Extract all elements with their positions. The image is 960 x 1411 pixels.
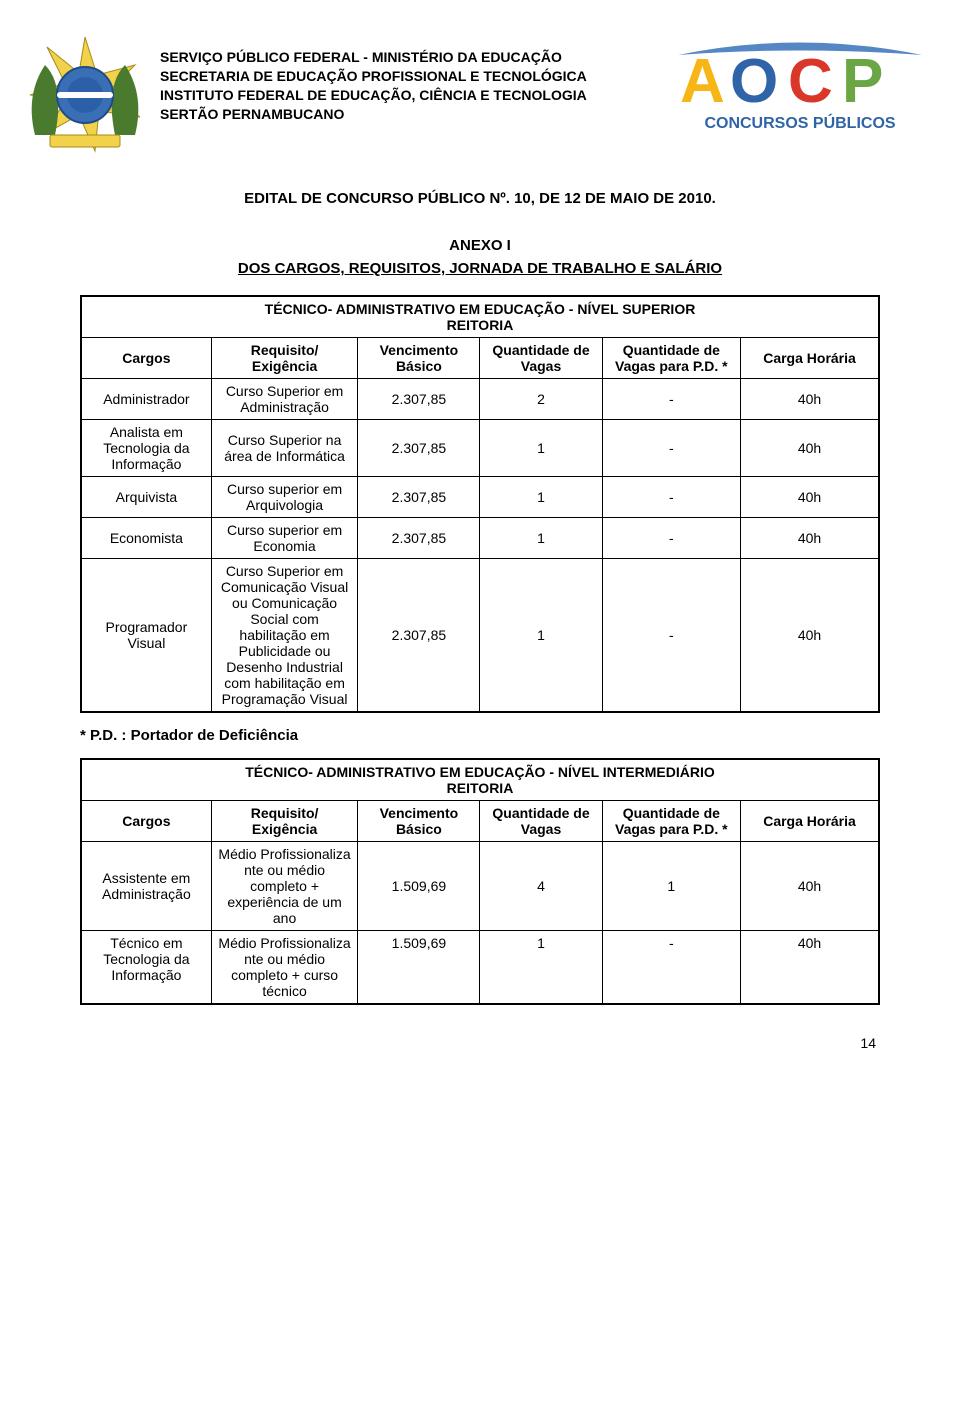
- cell-cargo: Programador Visual: [81, 559, 211, 713]
- table2-col-cargos: Cargos: [81, 801, 211, 842]
- table1-col-cargos: Cargos: [81, 338, 211, 379]
- table-row: Analista em Tecnologia da Informação Cur…: [81, 420, 879, 477]
- table-row: Economista Curso superior em Economia 2.…: [81, 518, 879, 559]
- cell-venc: 2.307,85: [358, 477, 480, 518]
- svg-text:A: A: [680, 47, 725, 116]
- cell-qv: 1: [480, 420, 602, 477]
- cell-ch: 40h: [741, 842, 879, 931]
- table-intermediario: TÉCNICO- ADMINISTRATIVO EM EDUCAÇÃO - NÍ…: [80, 758, 880, 1005]
- cell-req: Curso Superior na área de Informática: [211, 420, 358, 477]
- table1-col-qvpd: Quantidade de Vagas para P.D. *: [602, 338, 740, 379]
- cell-cargo: Economista: [81, 518, 211, 559]
- header: SERVIÇO PÚBLICO FEDERAL - MINISTÉRIO DA …: [80, 40, 880, 160]
- cell-req: Curso Superior em Comunicação Visual ou …: [211, 559, 358, 713]
- cell-req: Curso superior em Economia: [211, 518, 358, 559]
- cell-req: Médio Profissionaliza nte ou médio compl…: [211, 931, 358, 1005]
- svg-text:O: O: [730, 47, 778, 116]
- cell-req: Médio Profissionaliza nte ou médio compl…: [211, 842, 358, 931]
- cell-venc: 2.307,85: [358, 420, 480, 477]
- cell-req: Curso Superior em Administração: [211, 379, 358, 420]
- table1-title: TÉCNICO- ADMINISTRATIVO EM EDUCAÇÃO - NÍ…: [81, 296, 879, 338]
- cell-venc: 1.509,69: [358, 931, 480, 1005]
- page: SERVIÇO PÚBLICO FEDERAL - MINISTÉRIO DA …: [0, 0, 960, 1071]
- table1-col-requisito: Requisito/ Exigência: [211, 338, 358, 379]
- aocp-logo-sub: CONCURSOS PÚBLICOS: [704, 113, 895, 132]
- header-line-2: SECRETARIA DE EDUCAÇÃO PROFISSIONAL E TE…: [160, 67, 660, 86]
- cell-cargo: Analista em Tecnologia da Informação: [81, 420, 211, 477]
- cell-venc: 2.307,85: [358, 518, 480, 559]
- cell-req: Curso superior em Arquivologia: [211, 477, 358, 518]
- cell-qv: 1: [480, 559, 602, 713]
- page-number: 14: [80, 1035, 880, 1051]
- cell-venc: 1.509,69: [358, 842, 480, 931]
- cell-qvpd: -: [602, 477, 740, 518]
- table1-col-vencimento: Vencimento Básico: [358, 338, 480, 379]
- cell-qv: 1: [480, 477, 602, 518]
- cell-qvpd: -: [602, 559, 740, 713]
- table2-col-requisito: Requisito/ Exigência: [211, 801, 358, 842]
- anexo-subtitle: DOS CARGOS, REQUISITOS, JORNADA DE TRABA…: [80, 260, 880, 277]
- aocp-logo: A O C P CONCURSOS PÚBLICOS: [670, 40, 930, 155]
- cell-ch: 40h: [741, 420, 879, 477]
- table2-col-qv: Quantidade de Vagas: [480, 801, 602, 842]
- table2-title: TÉCNICO- ADMINISTRATIVO EM EDUCAÇÃO - NÍ…: [81, 759, 879, 801]
- edital-title: EDITAL DE CONCURSO PÚBLICO Nº. 10, DE 12…: [80, 190, 880, 207]
- cell-ch: 40h: [741, 477, 879, 518]
- brazil-coat-of-arms-icon: [20, 30, 150, 160]
- table-row: Administrador Curso Superior em Administ…: [81, 379, 879, 420]
- cell-qv: 1: [480, 518, 602, 559]
- table2-col-ch: Carga Horária: [741, 801, 879, 842]
- cell-qvpd: -: [602, 379, 740, 420]
- header-text-block: SERVIÇO PÚBLICO FEDERAL - MINISTÉRIO DA …: [160, 40, 660, 124]
- cell-ch: 40h: [741, 931, 879, 1005]
- cell-venc: 2.307,85: [358, 379, 480, 420]
- cell-qv: 4: [480, 842, 602, 931]
- cell-qvpd: -: [602, 518, 740, 559]
- table-row: Programador Visual Curso Superior em Com…: [81, 559, 879, 713]
- cell-ch: 40h: [741, 559, 879, 713]
- table1-col-ch: Carga Horária: [741, 338, 879, 379]
- cell-cargo: Administrador: [81, 379, 211, 420]
- pd-footnote: * P.D. : Portador de Deficiência: [80, 727, 880, 744]
- header-line-4: SERTÃO PERNAMBUCANO: [160, 105, 660, 124]
- svg-text:C: C: [788, 47, 833, 116]
- cell-qv: 2: [480, 379, 602, 420]
- svg-text:P: P: [842, 47, 883, 116]
- table2-col-qvpd: Quantidade de Vagas para P.D. *: [602, 801, 740, 842]
- table2-title-line1: TÉCNICO- ADMINISTRATIVO EM EDUCAÇÃO - NÍ…: [245, 764, 715, 780]
- table-row: Técnico em Tecnologia da Informação Médi…: [81, 931, 879, 1005]
- table-superior: TÉCNICO- ADMINISTRATIVO EM EDUCAÇÃO - NÍ…: [80, 295, 880, 713]
- table-row: Assistente em Administração Médio Profis…: [81, 842, 879, 931]
- cell-cargo: Técnico em Tecnologia da Informação: [81, 931, 211, 1005]
- cell-qvpd: -: [602, 420, 740, 477]
- table1-title-line1: TÉCNICO- ADMINISTRATIVO EM EDUCAÇÃO - NÍ…: [265, 301, 696, 317]
- cell-ch: 40h: [741, 518, 879, 559]
- table1-title-line2: REITORIA: [447, 317, 514, 333]
- cell-qvpd: 1: [602, 842, 740, 931]
- header-line-3: INSTITUTO FEDERAL DE EDUCAÇÃO, CIÊNCIA E…: [160, 86, 660, 105]
- cell-qv: 1: [480, 931, 602, 1005]
- table1-col-qv: Quantidade de Vagas: [480, 338, 602, 379]
- table-row: Arquivista Curso superior em Arquivologi…: [81, 477, 879, 518]
- table2-col-vencimento: Vencimento Básico: [358, 801, 480, 842]
- anexo-title: ANEXO I: [80, 237, 880, 254]
- cell-cargo: Assistente em Administração: [81, 842, 211, 931]
- cell-qvpd: -: [602, 931, 740, 1005]
- cell-cargo: Arquivista: [81, 477, 211, 518]
- cell-ch: 40h: [741, 379, 879, 420]
- header-line-1: SERVIÇO PÚBLICO FEDERAL - MINISTÉRIO DA …: [160, 48, 660, 67]
- table2-title-line2: REITORIA: [447, 780, 514, 796]
- cell-venc: 2.307,85: [358, 559, 480, 713]
